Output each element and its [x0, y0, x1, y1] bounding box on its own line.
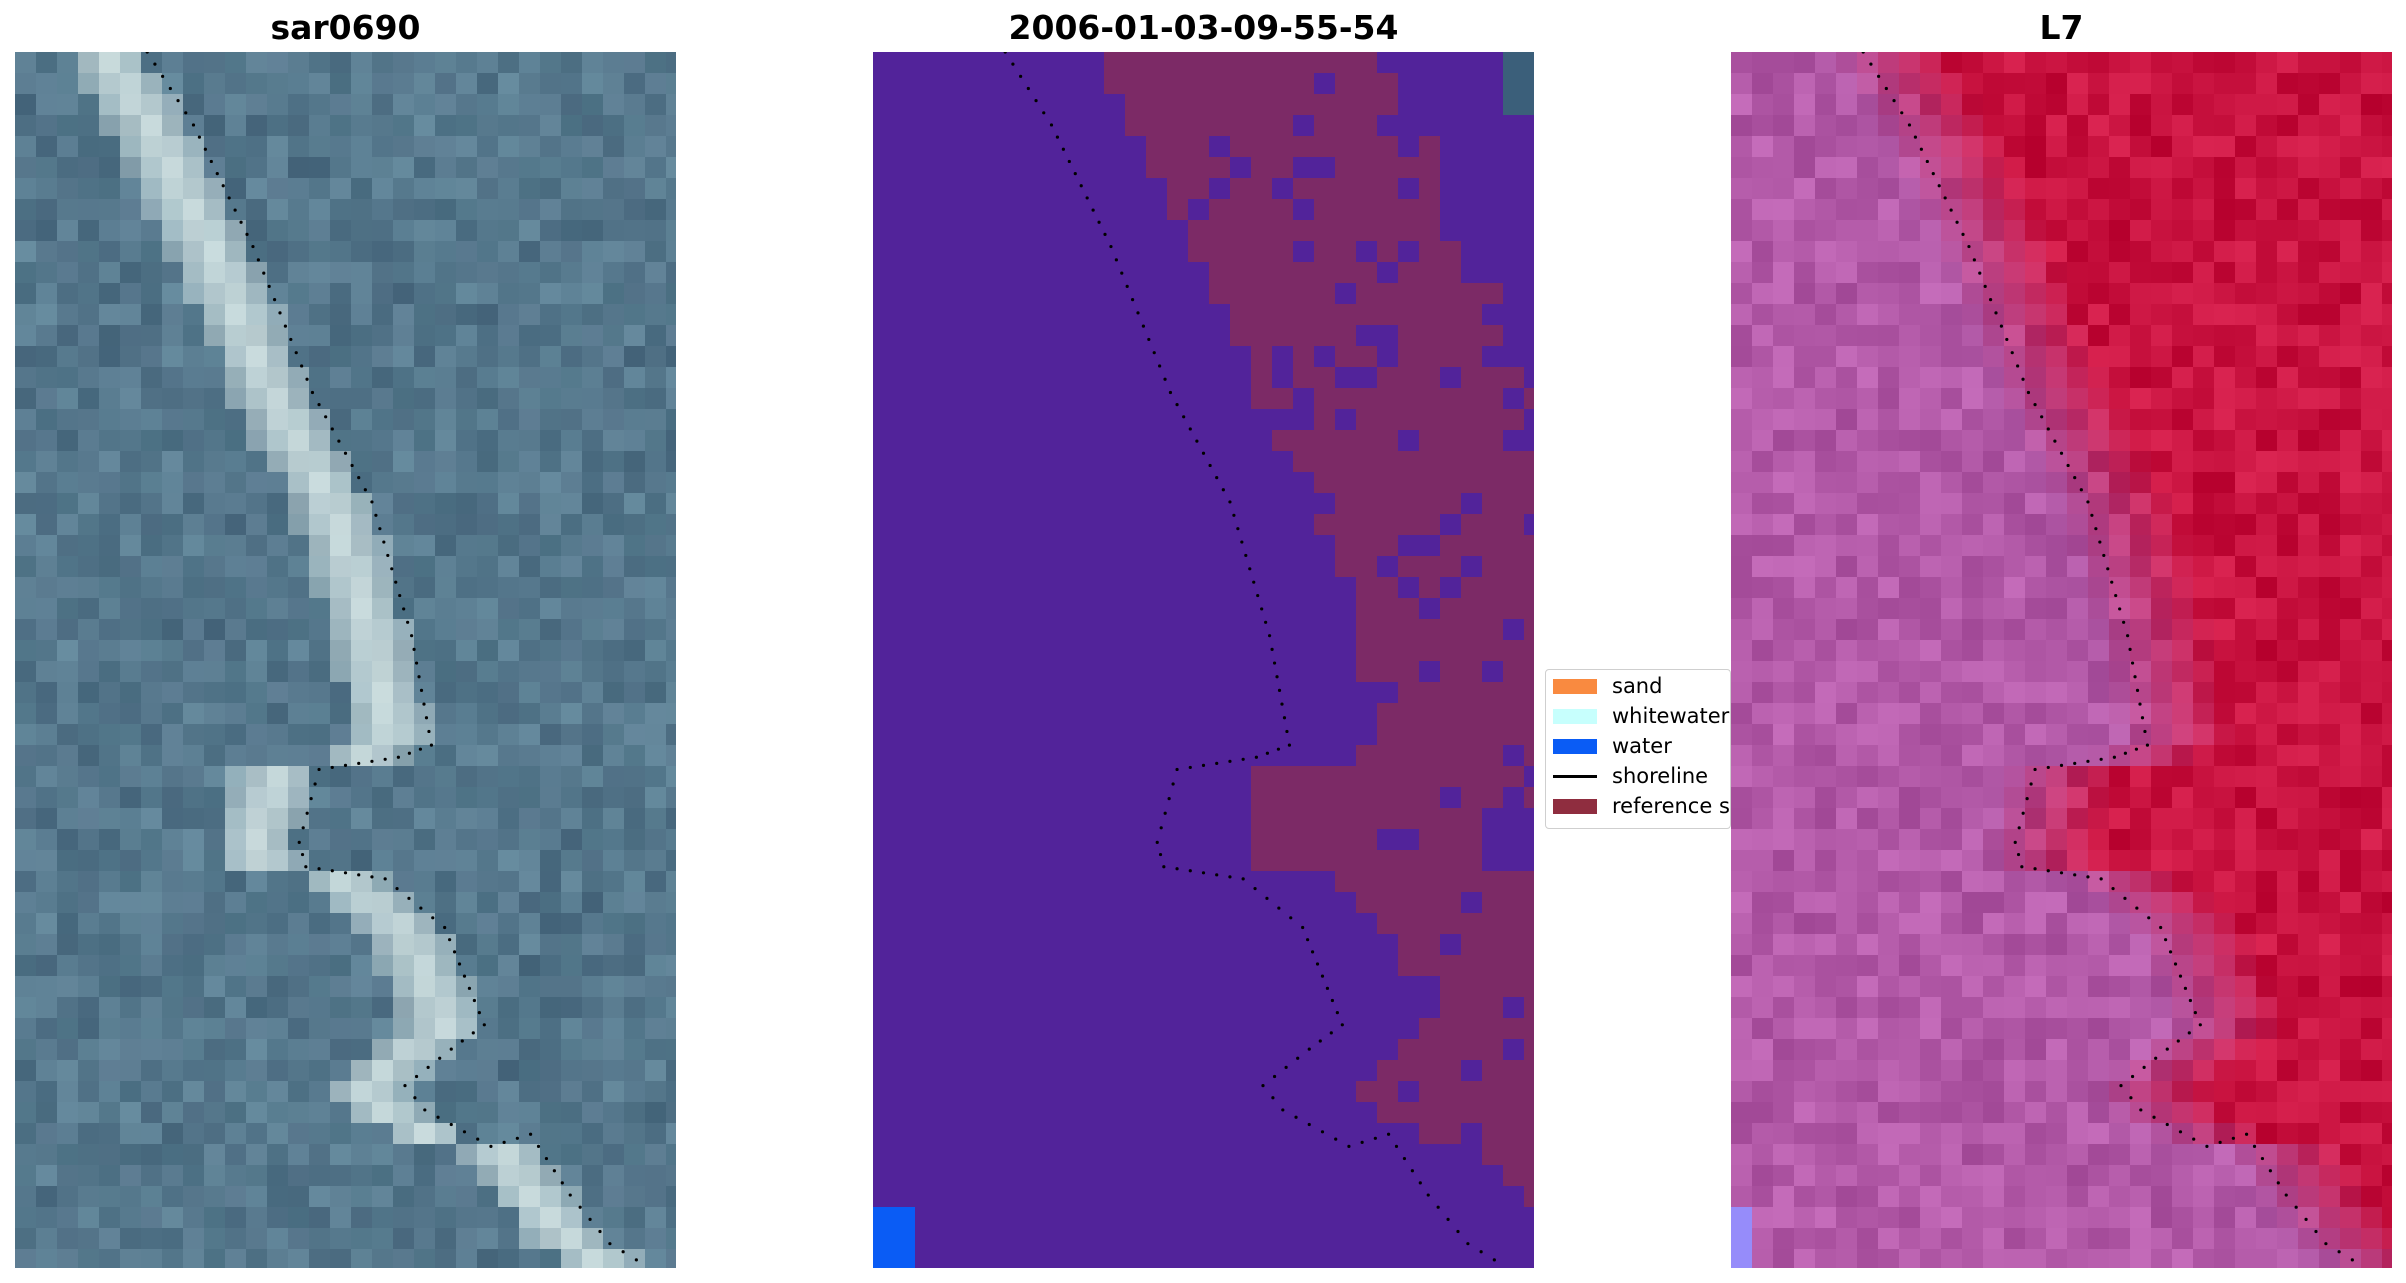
whitewater-swatch — [1553, 709, 1597, 724]
rgb-image-panel — [15, 52, 676, 1268]
legend-item-water: water — [1546, 732, 1730, 760]
shoreline-dots — [1003, 52, 1496, 1262]
shoreline-dots — [1861, 52, 2354, 1262]
legend-label: whitewater — [1612, 704, 1730, 728]
panel-title-false-color: L7 — [2039, 8, 2084, 47]
legend-label: shoreline — [1612, 764, 1709, 788]
legend: sand whitewater water shoreline referenc… — [1545, 669, 1731, 829]
false-color-panel — [1731, 52, 2392, 1268]
legend-item-sand: sand — [1546, 672, 1730, 700]
rgb-raster — [15, 52, 676, 1268]
false-color-raster — [1731, 52, 2392, 1268]
shoreline-dots — [145, 52, 638, 1262]
classification-image — [873, 52, 1534, 1268]
buffer-swatch — [1553, 799, 1597, 814]
panel-title-rgb: sar0690 — [270, 8, 421, 47]
water-swatch — [1553, 739, 1597, 754]
shoreline-line-swatch — [1553, 775, 1597, 778]
legend-item-shoreline: shoreline — [1546, 762, 1730, 790]
legend-item-reference-buffer: reference shoreline buffer — [1546, 792, 1730, 820]
classification-raster — [873, 52, 1534, 1268]
sand-swatch — [1553, 679, 1597, 694]
legend-label: water — [1612, 734, 1672, 758]
rgb-image — [15, 52, 676, 1268]
classification-panel — [873, 52, 1534, 1268]
legend-item-whitewater: whitewater — [1546, 702, 1730, 730]
false-color-image — [1731, 52, 2392, 1268]
legend-label: sand — [1612, 674, 1663, 698]
legend-label: reference shoreline buffer — [1612, 794, 1730, 818]
panel-title-classification: 2006-01-03-09-55-54 — [1008, 8, 1399, 47]
